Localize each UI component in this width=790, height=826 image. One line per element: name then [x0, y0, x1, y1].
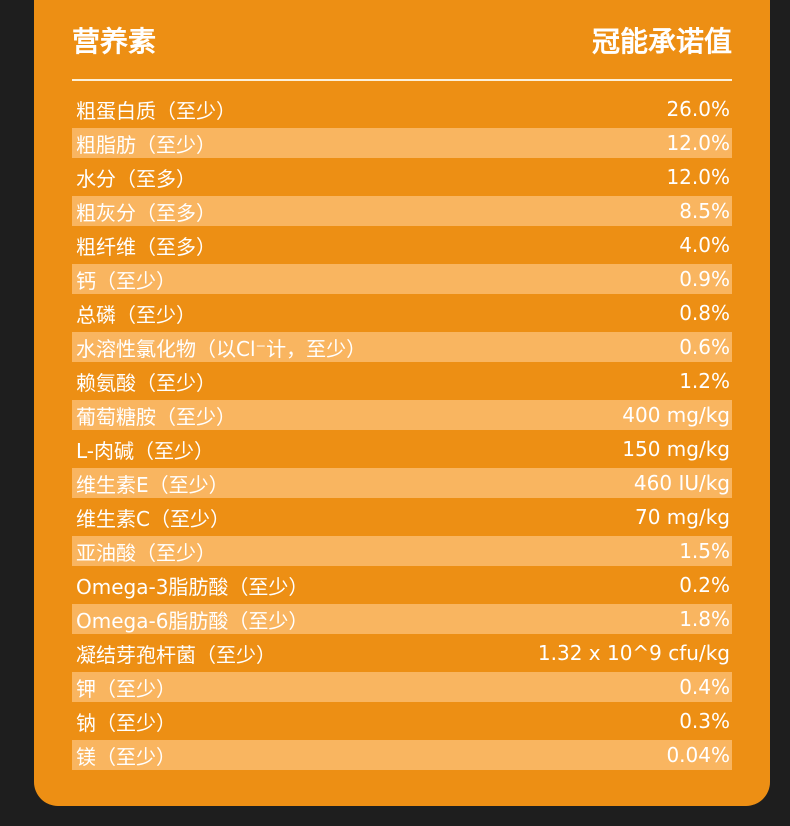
table-row: 粗灰分（至多） 8.5% [72, 196, 732, 226]
nutrient-value: 1.2% [679, 369, 730, 393]
table-row: 维生素C（至少） 70 mg/kg [72, 502, 732, 532]
table-row: 粗纤维（至多） 4.0% [72, 230, 732, 260]
table-row: L-肉碱（至少） 150 mg/kg [72, 434, 732, 464]
nutrient-value: 0.4% [679, 675, 730, 699]
nutrient-name: 粗灰分（至多） [76, 200, 216, 225]
nutrient-value: 1.5% [679, 539, 730, 563]
nutrient-name: 水分（至多） [76, 166, 196, 191]
table-header: 营养素 冠能承诺值 [72, 0, 732, 80]
nutrient-value: 8.5% [679, 199, 730, 223]
nutrient-value: 12.0% [666, 165, 730, 189]
nutrient-name: 钾（至少） [76, 676, 176, 701]
nutrient-name: 维生素E（至少） [76, 472, 229, 497]
table-row: 镁（至少） 0.04% [72, 740, 732, 770]
nutrient-name: 镁（至少） [76, 744, 176, 769]
table-row: 赖氨酸（至少） 1.2% [72, 366, 732, 396]
nutrient-value: 26.0% [666, 97, 730, 121]
table-row: 水溶性氯化物（以Cl⁻计，至少） 0.6% [72, 332, 732, 362]
table-row: 钾（至少） 0.4% [72, 672, 732, 702]
table-row: 粗脂肪（至少） 12.0% [72, 128, 732, 158]
header-divider [72, 79, 732, 81]
nutrient-name: Omega-6脂肪酸（至少） [76, 608, 309, 633]
nutrient-name: 钠（至少） [76, 710, 176, 735]
nutrient-value: 0.3% [679, 709, 730, 733]
nutrient-name: 水溶性氯化物（以Cl⁻计，至少） [76, 336, 367, 361]
nutrient-value: 70 mg/kg [635, 505, 730, 529]
nutrient-name: 亚油酸（至少） [76, 540, 216, 565]
nutrient-table: 粗蛋白质（至少） 26.0% 粗脂肪（至少） 12.0% 水分（至多） 12.0% 粗灰分（… [72, 94, 732, 774]
nutrient-value: 1.8% [679, 607, 730, 631]
table-row: 亚油酸（至少） 1.5% [72, 536, 732, 566]
table-row: 凝结芽孢杆菌（至少） 1.32 x 10^9 cfu/kg [72, 638, 732, 668]
nutrient-name: Omega-3脂肪酸（至少） [76, 574, 309, 599]
table-row: Omega-6脂肪酸（至少） 1.8% [72, 604, 732, 634]
nutrient-name: 赖氨酸（至少） [76, 370, 216, 395]
guarantee-column-header: 冠能承诺值 [591, 25, 732, 58]
table-row: 粗蛋白质（至少） 26.0% [72, 94, 732, 124]
table-row: Omega-3脂肪酸（至少） 0.2% [72, 570, 732, 600]
nutrient-name: 葡萄糖胺（至少） [76, 404, 236, 429]
nutrient-column-header: 营养素 [72, 25, 157, 58]
nutrient-value: 0.9% [679, 267, 730, 291]
nutrient-name: 总磷（至少） [76, 302, 196, 327]
nutrient-name: L-肉碱（至少） [76, 438, 215, 463]
table-row: 总磷（至少） 0.8% [72, 298, 732, 328]
nutrient-value: 0.04% [666, 743, 730, 767]
nutrient-value: 0.2% [679, 573, 730, 597]
table-row: 钙（至少） 0.9% [72, 264, 732, 294]
table-row: 水分（至多） 12.0% [72, 162, 732, 192]
table-row: 钠（至少） 0.3% [72, 706, 732, 736]
nutrient-name: 粗纤维（至多） [76, 234, 216, 259]
nutrient-name: 粗脂肪（至少） [76, 132, 216, 157]
nutrient-name: 维生素C（至少） [76, 506, 230, 531]
nutrient-value: 400 mg/kg [622, 403, 730, 427]
nutrient-name: 钙（至少） [76, 268, 176, 293]
table-row: 葡萄糖胺（至少） 400 mg/kg [72, 400, 732, 430]
nutrient-value: 460 IU/kg [633, 471, 730, 495]
nutrient-name: 凝结芽孢杆菌（至少） [76, 642, 276, 667]
nutrient-value: 4.0% [679, 233, 730, 257]
nutrient-value: 12.0% [666, 131, 730, 155]
table-row: 维生素E（至少） 460 IU/kg [72, 468, 732, 498]
nutrient-value: 0.8% [679, 301, 730, 325]
nutrient-value: 0.6% [679, 335, 730, 359]
nutrient-name: 粗蛋白质（至少） [76, 98, 236, 123]
nutrient-value: 150 mg/kg [622, 437, 730, 461]
nutrient-value: 1.32 x 10^9 cfu/kg [537, 641, 730, 665]
